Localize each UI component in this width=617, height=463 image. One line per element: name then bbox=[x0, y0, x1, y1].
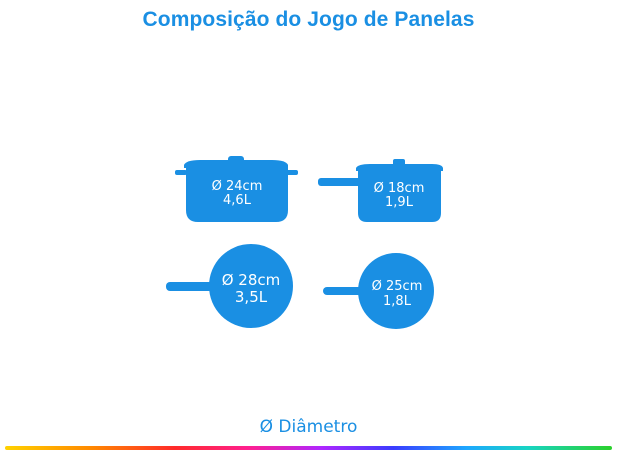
pan-volume-label: 1,8L bbox=[383, 294, 412, 309]
diameter-legend: Ø Diâmetro bbox=[259, 417, 358, 437]
pan-size-label: Ø 18cm bbox=[374, 181, 425, 196]
pan-size-label: Ø 24cm bbox=[212, 179, 263, 194]
casserole-pot-icon: Ø 24cm 4,6L bbox=[175, 156, 298, 222]
pan-size-label: Ø 25cm bbox=[372, 279, 423, 294]
frying-pan-small-icon: Ø 25cm 1,8L bbox=[323, 253, 434, 329]
pan-volume-label: 1,9L bbox=[385, 195, 414, 210]
pan-volume-label: 4,6L bbox=[223, 193, 252, 208]
rainbow-divider bbox=[5, 446, 612, 450]
frying-pan-icon: Ø 28cm 3,5L bbox=[166, 244, 293, 328]
saucepan-icon: Ø 18cm 1,9L bbox=[318, 159, 443, 222]
page-title: Composição do Jogo de Panelas bbox=[142, 8, 475, 31]
pan-volume-label: 3,5L bbox=[235, 288, 268, 306]
pan-size-label: Ø 28cm bbox=[222, 271, 281, 289]
